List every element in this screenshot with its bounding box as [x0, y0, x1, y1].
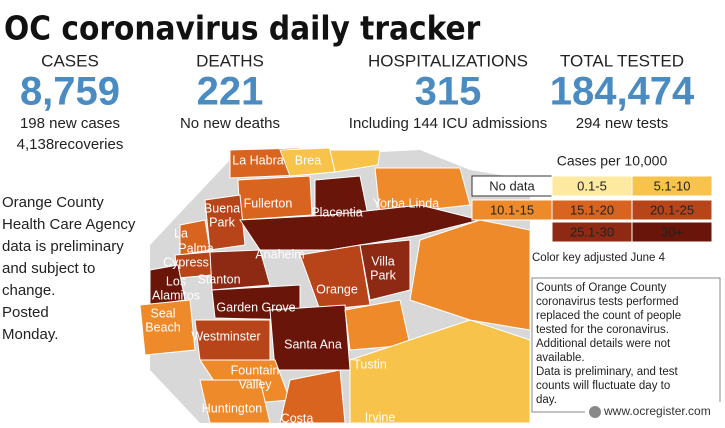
text-box-line: replaced the count of people: [536, 310, 681, 322]
text-box-line: coronavirus tests performed: [536, 296, 679, 308]
map-label: Yorba Linda: [373, 196, 439, 210]
text-box: [531, 277, 721, 413]
legend-swatch: [631, 221, 713, 243]
map-label: Placentia: [311, 205, 362, 219]
map-label: Brea: [295, 153, 321, 167]
map-labels: La Habra Brea Fullerton Placentia Yorba Lind…: [145, 153, 439, 425]
map-label: Beach: [145, 320, 180, 334]
side-line: change.: [2, 282, 55, 299]
legend-label: 0.1-5: [577, 178, 607, 193]
map-label: Villa: [371, 254, 394, 268]
legend-label: 25.1-30: [570, 224, 614, 239]
stat-note: 198 new cases: [20, 115, 120, 132]
stat-note: 294 new tests: [576, 115, 669, 132]
credit-bg: [585, 402, 725, 423]
side-line: Orange County: [2, 194, 104, 211]
map-label: Huntington: [202, 401, 263, 415]
text-box-lines: Counts of Orange County coronavirus tests…: [536, 282, 681, 406]
map-label: Westminster: [191, 329, 260, 343]
legend-label: 10.1-15: [490, 202, 534, 217]
stat-value: 221: [197, 70, 264, 114]
text-box-line: counts will fluctuate day to: [536, 380, 670, 392]
text-box-line: Additional details were not: [536, 338, 671, 350]
map-label: Fountain: [231, 363, 280, 377]
legend-label: 30+: [661, 224, 683, 239]
text-box-line: tested for the coronavirus.: [536, 324, 669, 336]
map-label: Park: [370, 268, 396, 282]
legend-label: 20.1-25: [650, 202, 694, 217]
map-label: Park: [209, 215, 235, 229]
map-label: Palma: [178, 241, 213, 255]
text-box-line: day.: [536, 394, 557, 406]
map-label: La Habra: [232, 153, 283, 167]
legend-swatch: [631, 175, 713, 197]
side-line: Monday.: [2, 326, 58, 343]
title: OC coronavirus daily tracker: [4, 9, 481, 48]
side-note: Orange County Health Care Agency data is p…: [2, 194, 136, 343]
map-label: Orange: [316, 282, 358, 296]
map-label: Santa Ana: [284, 337, 342, 351]
stat-value: 315: [415, 70, 482, 114]
text-box-line: Data is preliminary, and test: [536, 366, 678, 378]
legend-label: No data: [489, 178, 535, 193]
legend: No data 0.1-5 5.1-10 10.1-15 15.1-20 20.1-25 2…: [471, 175, 713, 243]
map-label: Buena: [204, 201, 240, 215]
legend-label: 15.1-20: [570, 202, 614, 217]
side-line: Posted: [2, 304, 49, 321]
stat-value: 184,474: [550, 70, 695, 114]
credit-icon: [589, 406, 601, 418]
map-label: Garden Grove: [216, 300, 295, 314]
credit: www.ocregister.com: [603, 404, 711, 418]
side-line: Health Care Agency: [2, 216, 136, 233]
map-label: Los: [166, 274, 186, 288]
map-label: Costa: [281, 411, 314, 423]
map-label: Stanton: [197, 272, 240, 286]
map-label: Valley: [238, 377, 272, 391]
legend-swatch: [631, 199, 713, 221]
side-line: and subject to: [2, 260, 95, 277]
map-label: Tustin: [353, 357, 387, 371]
stat-value: 8,759: [20, 70, 120, 114]
legend-label: 5.1-10: [654, 178, 691, 193]
stat-note: 4,138recoveries: [17, 136, 124, 153]
map-label: Seal: [150, 306, 175, 320]
text-box-line: available.: [536, 352, 585, 364]
stat-note: Including 144 ICU admissions: [349, 115, 547, 132]
map-label: Cypress: [163, 255, 209, 269]
text-box-line: Counts of Orange County: [536, 282, 667, 294]
map-label: Fullerton: [244, 196, 293, 210]
map-label: Alamitos: [152, 288, 200, 302]
stat-label: HOSPITALIZATIONS: [368, 51, 528, 70]
legend-note: Color key adjusted June 4: [532, 252, 666, 264]
side-line: data is preliminary: [2, 238, 124, 255]
map-label: Anaheim: [255, 247, 304, 261]
stat-note: No new deaths: [180, 115, 280, 132]
map-label: Irvine: [365, 410, 396, 423]
map-regions: [139, 147, 531, 424]
map-label: La: [174, 226, 188, 240]
legend-title: Cases per 10,000: [557, 153, 668, 169]
stat-label: DEATHS: [196, 51, 264, 70]
stat-label: CASES: [41, 51, 99, 70]
stat-label: TOTAL TESTED: [560, 51, 684, 70]
